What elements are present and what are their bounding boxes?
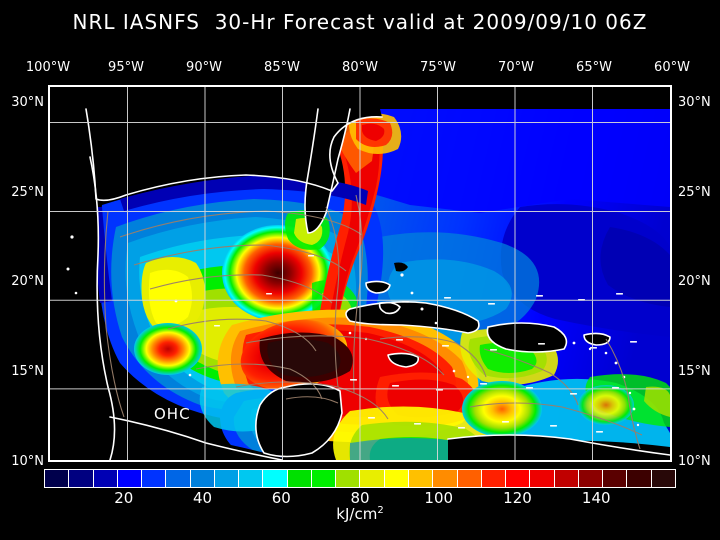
colorbar-tick-label: 80 [350, 489, 370, 507]
lon-tick-label: 90°W [186, 60, 222, 75]
map-panel[interactable]: OHC [48, 85, 672, 462]
colorbar-swatch [554, 470, 579, 487]
colorbar-swatch [530, 470, 555, 487]
lat-tick-label-left: 25°N [11, 184, 44, 200]
colorbar-swatch [190, 470, 215, 487]
colorbar-swatch [433, 470, 458, 487]
colorbar-swatch [360, 470, 385, 487]
colorbar[interactable] [44, 469, 676, 488]
colorbar-swatch [214, 470, 240, 487]
colorbar-unit-text: kJ/cm [336, 505, 378, 523]
colorbar-tick-label: 120 [503, 489, 532, 507]
colorbar-swatch [263, 470, 288, 487]
ohc-field-raster [50, 87, 670, 460]
lat-tick-label-right: 20°N [678, 274, 711, 290]
colorbar-swatch [408, 470, 434, 487]
colorbar-swatch [481, 470, 507, 487]
lon-tick-label: 75°W [420, 60, 456, 75]
colorbar-tick-label: 20 [114, 489, 134, 507]
colorbar-swatch [142, 470, 167, 487]
colorbar-tick-label: 60 [271, 489, 291, 507]
lat-tick-label-left: 15°N [11, 364, 44, 380]
colorbar-unit-exponent: 2 [377, 505, 384, 516]
colorbar-swatch [457, 470, 482, 487]
colorbar-tick-label: 40 [192, 489, 213, 507]
lat-tick-label-right: 25°N [678, 184, 711, 200]
colorbar-swatch [93, 470, 118, 487]
ohc-annotation: OHC [154, 405, 191, 423]
map-canvas [50, 87, 670, 460]
colorbar-swatch [506, 470, 531, 487]
lon-tick-label: 80°W [342, 60, 378, 75]
colorbar-swatch [239, 470, 264, 487]
colorbar-swatch [166, 470, 191, 487]
lon-tick-label: 100°W [25, 60, 71, 75]
lat-tick-label-right: 15°N [678, 364, 711, 380]
colorbar-swatch [336, 470, 361, 487]
lon-tick-label: 60°W [654, 60, 690, 75]
colorbar-swatch [287, 470, 312, 487]
lat-tick-label-right: 10°N [678, 454, 711, 469]
colorbar-swatch [603, 470, 628, 487]
lon-tick-label: 65°W [576, 60, 612, 75]
colorbar-swatch [627, 470, 652, 487]
lat-tick-label-left: 30°N [11, 94, 44, 110]
colorbar-swatch [117, 470, 143, 487]
colorbar-swatch [45, 470, 70, 487]
colorbar-swatch [651, 470, 675, 487]
colorbar-tick-label: 100 [424, 489, 454, 507]
lon-tick-label: 70°W [498, 60, 534, 75]
lon-tick-label: 85°W [264, 60, 300, 75]
colorbar-swatch [311, 470, 337, 487]
lat-tick-label-left: 10°N [11, 454, 44, 469]
page-title: NRL IASNFS 30-Hr Forecast valid at 2009/… [72, 10, 648, 34]
lat-tick-label-right: 30°N [678, 94, 711, 110]
colorbar-tick-label: 140 [581, 489, 611, 507]
lon-tick-label: 95°W [108, 60, 144, 75]
colorbar-unit-label: kJ/cm2 [0, 505, 720, 523]
colorbar-swatch [384, 470, 409, 487]
colorbar-swatch [69, 470, 94, 487]
colorbar-swatch [578, 470, 604, 487]
lat-tick-label-left: 20°N [11, 274, 44, 290]
